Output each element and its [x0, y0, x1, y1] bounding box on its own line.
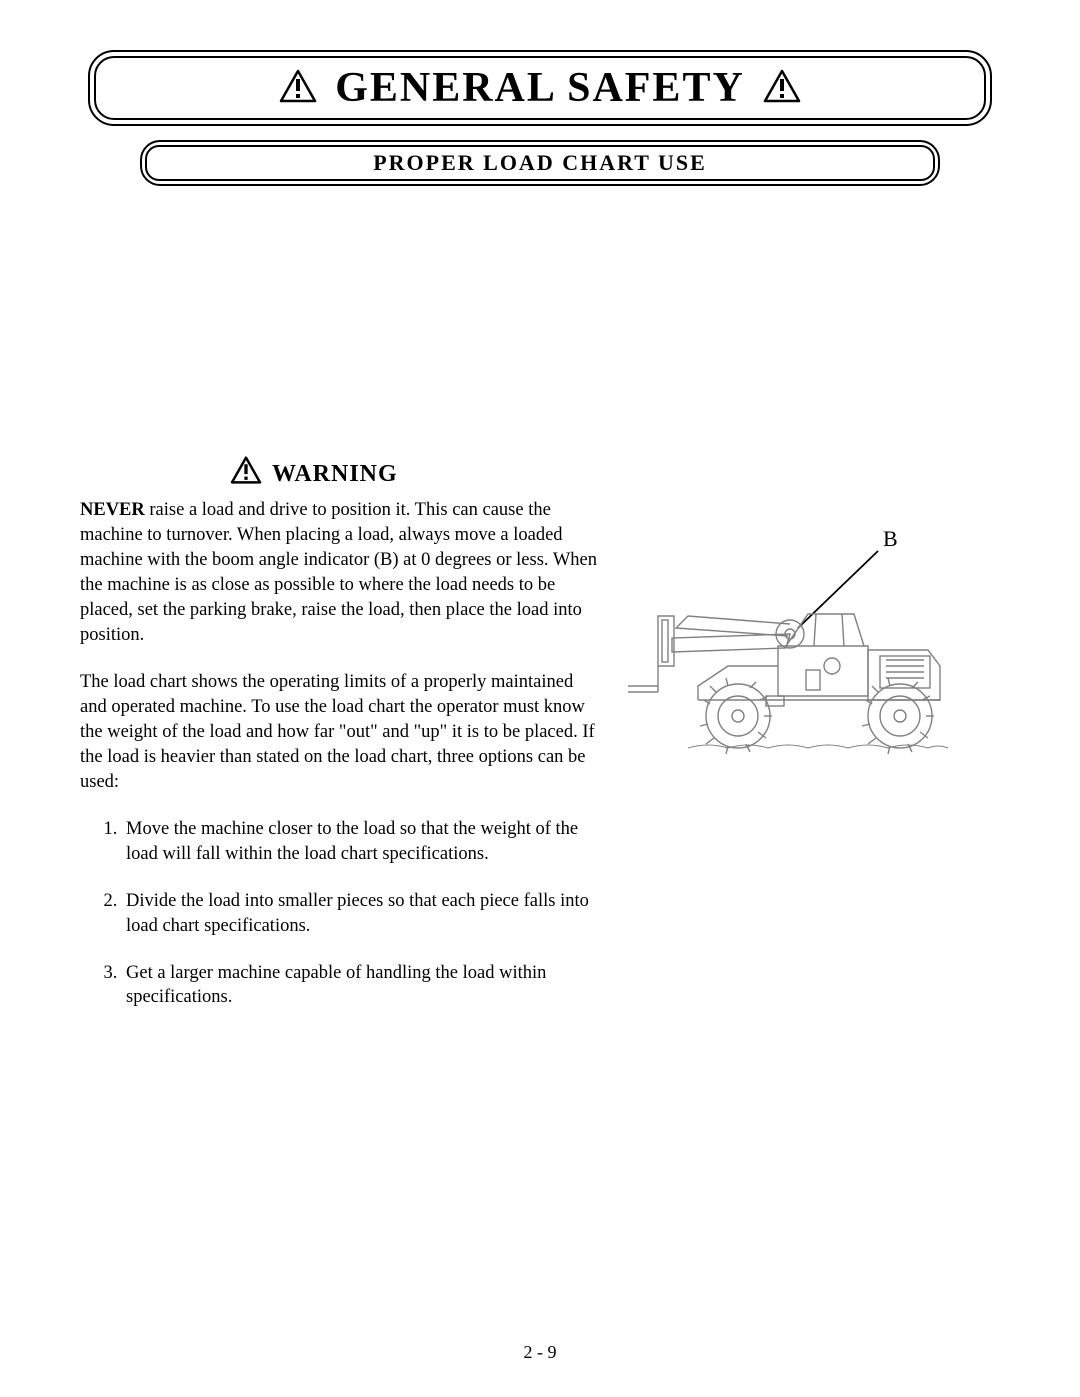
subtitle-frame: PROPER LOAD CHART USE: [140, 140, 940, 186]
warning-lead: NEVER: [80, 500, 145, 520]
warning-icon: [763, 69, 801, 108]
subtitle-inner: PROPER LOAD CHART USE: [145, 145, 935, 181]
section-subtitle: PROPER LOAD CHART USE: [373, 150, 707, 175]
warning-label: WARNING: [272, 458, 398, 490]
intro-paragraph: The load chart shows the operating limit…: [80, 670, 600, 795]
options-list: Move the machine closer to the load so t…: [80, 817, 600, 1011]
page-title: GENERAL SAFETY: [335, 64, 745, 112]
figure-callout-b: B: [883, 526, 898, 551]
warning-body: raise a load and drive to position it. T…: [80, 500, 597, 645]
title-inner: GENERAL SAFETY: [94, 56, 986, 120]
list-item: Get a larger machine capable of handling…: [122, 961, 600, 1011]
title-frame: GENERAL SAFETY: [88, 50, 992, 126]
warning-icon: [279, 69, 317, 108]
warning-paragraph: NEVER raise a load and drive to position…: [80, 498, 600, 648]
list-item: Move the machine closer to the load so t…: [122, 817, 600, 867]
machine-figure: B: [628, 516, 1000, 781]
list-item: Divide the load into smaller pieces so t…: [122, 889, 600, 939]
page-number: 2 - 9: [0, 1342, 1080, 1363]
warning-icon: [230, 456, 262, 492]
